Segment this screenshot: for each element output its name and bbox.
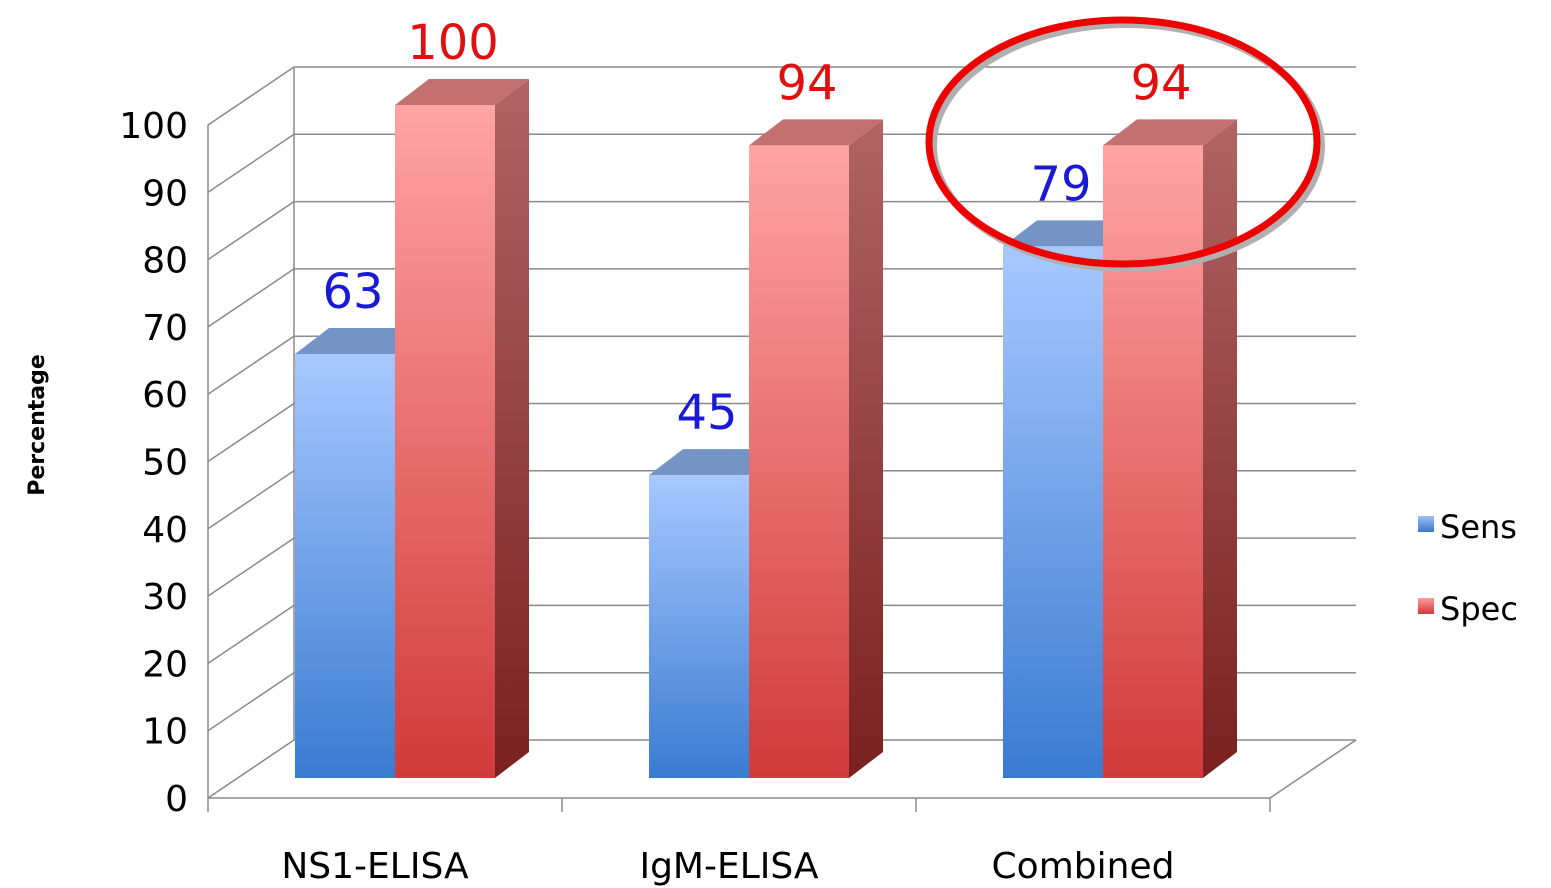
y-axis-title: Percentage <box>25 354 50 496</box>
data-label-spec: 100 <box>407 15 499 71</box>
data-labels: 63 100 45 94 79 94 <box>322 15 1191 441</box>
gridline-side <box>207 402 295 463</box>
legend-item-spec: Spec <box>1418 590 1518 628</box>
legend-label-sens: Sens <box>1440 508 1517 546</box>
bar-spec-2 <box>1103 119 1237 778</box>
highlight-ellipse-shadow <box>929 20 1325 272</box>
gridline-side <box>207 672 295 732</box>
x-tick-label: NS1-ELISA <box>281 846 469 887</box>
y-tick-label: 10 <box>142 712 188 753</box>
bar-front-face <box>395 105 495 778</box>
bar-spec-0 <box>395 79 529 778</box>
gridline-side <box>207 739 295 799</box>
gridline-side <box>207 133 295 193</box>
highlight-annotation <box>925 16 1325 272</box>
y-tick-label: 100 <box>119 106 188 147</box>
y-tick-labels: 0 10 20 30 40 50 60 70 80 90 100 <box>119 106 188 820</box>
gridline-side <box>207 66 295 126</box>
legend-label-spec: Spec <box>1440 590 1518 628</box>
gridline-side <box>207 470 295 530</box>
data-label-spec: 94 <box>776 55 837 111</box>
legend-item-sens: Sens <box>1418 508 1517 546</box>
y-tick-label: 50 <box>142 443 188 484</box>
axes <box>207 67 1357 812</box>
x-tick-label: IgM-ELISA <box>639 846 818 887</box>
bar-side-face <box>849 119 883 778</box>
y-tick-label: 40 <box>142 510 188 551</box>
bar-front-face <box>1103 145 1203 778</box>
legend-swatch-sens <box>1418 516 1434 532</box>
gridline-side <box>207 537 295 597</box>
bar-spec-1 <box>749 119 883 778</box>
legend: Sens Spec <box>1418 508 1518 628</box>
bar-front-face <box>295 354 395 778</box>
bars <box>295 79 1237 778</box>
bar-top-face <box>749 119 883 146</box>
y-tick-label: 90 <box>142 173 188 214</box>
y-tick-label: 70 <box>142 308 188 349</box>
y-tick-label: 80 <box>142 241 188 282</box>
x-tick-label: Combined <box>992 846 1175 887</box>
x-tick-labels: NS1-ELISA IgM-ELISA Combined <box>281 846 1174 887</box>
data-label-spec: 94 <box>1130 55 1191 111</box>
bar-side-face <box>1203 119 1237 778</box>
gridline-side <box>207 200 295 261</box>
floor-right-edge <box>1269 739 1357 799</box>
highlight-ellipse <box>925 16 1321 268</box>
bar-front-face <box>1003 246 1103 778</box>
bar-side-face <box>495 79 529 778</box>
data-label-sens: 45 <box>676 385 737 441</box>
gridline-side <box>207 335 295 395</box>
legend-swatch-spec <box>1418 598 1434 614</box>
gridline-side <box>207 604 295 665</box>
bar-top-face <box>1103 119 1237 146</box>
bar-front-face <box>649 475 749 778</box>
y-tick-label: 0 <box>165 779 188 820</box>
data-label-sens: 79 <box>1030 156 1091 212</box>
y-tick-label: 60 <box>142 375 188 416</box>
bar-top-face <box>395 79 529 105</box>
y-tick-label: 30 <box>142 577 188 618</box>
bar-front-face <box>749 145 849 778</box>
data-label-sens: 63 <box>322 264 383 320</box>
gridline-side <box>207 268 295 328</box>
y-tick-label: 20 <box>142 644 188 685</box>
